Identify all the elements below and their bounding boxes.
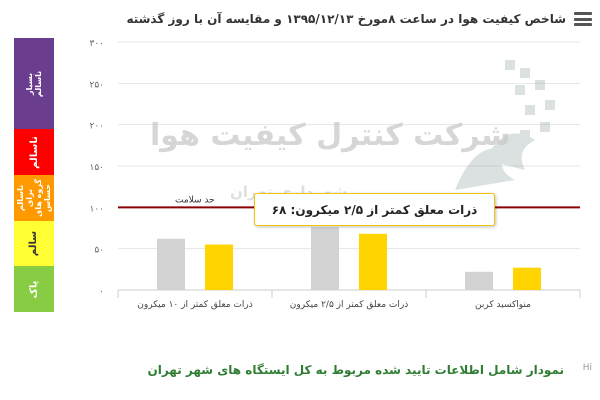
footer-note: نمودار شامل اطلاعات تایید شده مربوط به ک… — [147, 363, 564, 377]
bar — [157, 238, 185, 290]
bar — [311, 227, 339, 290]
aqi-band-0: بسیار ناسالم — [14, 38, 54, 130]
bar — [513, 267, 541, 290]
aqi-band-2: ناسالم برای گروه های حساس — [14, 175, 54, 221]
y-tick-label: ۳۰۰ — [89, 39, 104, 49]
y-tick-label: ۰ — [99, 287, 104, 297]
watermark-company-name: شرکت کنترل کیفیت هوا — [150, 118, 511, 153]
company-logo-watermark — [455, 60, 555, 190]
y-tick-label: ۱۰۰ — [89, 204, 104, 214]
bar — [205, 244, 233, 290]
x-category-label: منواکسید کربن — [475, 300, 531, 310]
aqi-band-column: بسیار ناسالم ناسالم ناسالم برای گروه های ح… — [14, 38, 54, 312]
y-tick-label: ۱۵۰ — [89, 163, 104, 173]
bar — [359, 233, 387, 290]
data-tooltip: ذرات معلق کمتر از ۲/۵ میکرون: ۶۸ — [254, 193, 495, 226]
hamburger-menu-icon[interactable] — [574, 12, 592, 26]
hi-label: Hi — [582, 363, 592, 373]
threshold-label: حد سلامت — [175, 195, 215, 205]
aqi-band-1: ناسالم — [14, 129, 54, 175]
y-tick-label: ۲۰۰ — [89, 122, 104, 132]
y-tick-label: ۵۰ — [94, 246, 104, 256]
x-category-label: ذرات معلق کمتر از ۲/۵ میکرون — [290, 300, 408, 310]
aqi-band-4: پاک — [14, 266, 54, 312]
x-category-label: ذرات معلق کمتر از ۱۰ میکرون — [137, 300, 252, 310]
y-tick-label: ۲۵۰ — [89, 80, 104, 90]
bar — [465, 271, 493, 290]
chart-header: شاخص کیفیت هوا در ساعت ۸مورخ ۱۳۹۵/۱۲/۱۳ … — [8, 6, 592, 32]
chart-title: شاخص کیفیت هوا در ساعت ۸مورخ ۱۳۹۵/۱۲/۱۳ … — [126, 12, 566, 26]
aqi-band-3: سالم — [14, 220, 54, 267]
